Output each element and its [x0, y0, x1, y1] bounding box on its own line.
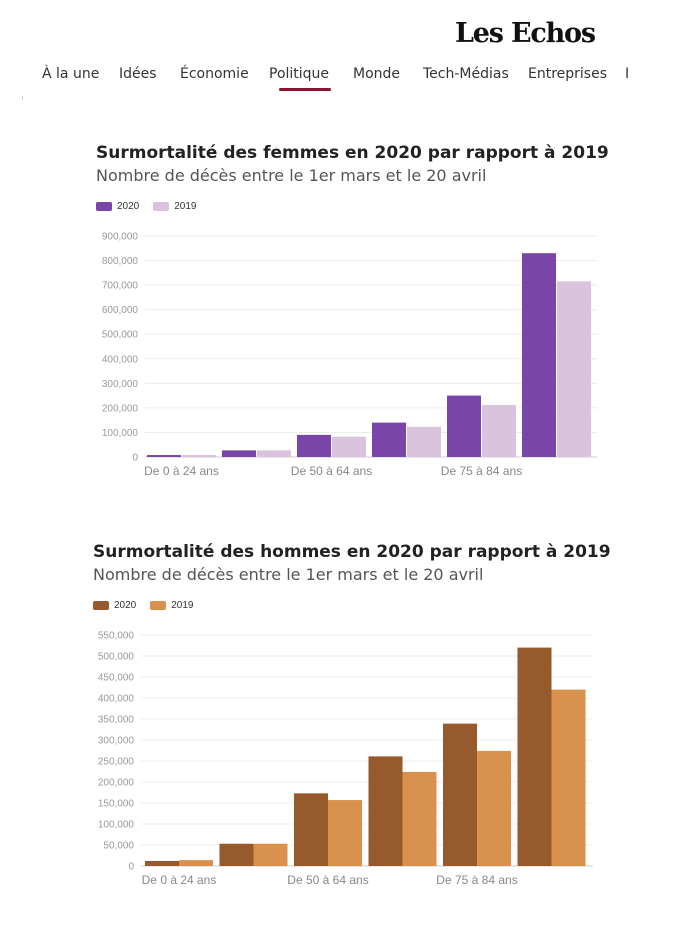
bar-2019: [257, 450, 291, 457]
legend-swatch-2020: [96, 201, 112, 211]
legend-label: 2020: [117, 200, 140, 212]
legend-item-2019[interactable]: 2019: [153, 200, 197, 212]
chart-femmes: Surmortalité des femmes en 2020 par rapp…: [96, 143, 609, 213]
bar-2020: [222, 450, 256, 457]
bar-2019: [407, 426, 441, 457]
chart-subtitle: Nombre de décès entre le 1er mars et le …: [93, 565, 484, 584]
bar-2020: [447, 395, 481, 457]
legend-label: 2019: [174, 200, 197, 212]
nav-divider: [22, 96, 23, 100]
x-tick-label: De 50 à 64 ans: [291, 464, 372, 478]
y-tick-label: 900,000: [102, 232, 139, 243]
bar-2019: [557, 281, 591, 457]
chart-legend: 2020 2019: [93, 598, 611, 612]
x-tick-label: De 75 à 84 ans: [441, 464, 522, 478]
nav-politique[interactable]: Politique: [269, 66, 332, 91]
legend-label: 2020: [114, 599, 137, 611]
y-tick-label: 100,000: [102, 428, 139, 439]
chart-title: Surmortalité des hommes en 2020 par rapp…: [93, 542, 611, 562]
nav-tech-medias[interactable]: Tech-Médias: [423, 66, 509, 82]
y-tick-label: 200,000: [102, 403, 139, 414]
chart-legend: 2020 2019: [96, 199, 609, 213]
legend-swatch-2019: [150, 600, 167, 610]
y-tick-label: 400,000: [102, 354, 139, 365]
y-tick-label: 600,000: [102, 305, 139, 316]
bar-2020: [372, 422, 406, 457]
chart-subtitle: Nombre de décès entre le 1er mars et le …: [96, 166, 487, 185]
legend-item-2019[interactable]: 2019: [150, 599, 194, 611]
bar-2019: [332, 436, 366, 457]
y-tick-label: 0: [132, 453, 138, 464]
nav-truncated-item[interactable]: I: [625, 66, 630, 82]
bar-2020: [522, 253, 556, 457]
bar-2020: [147, 455, 181, 457]
nav-idees[interactable]: Idées: [119, 66, 157, 82]
legend-label: 2019: [171, 599, 194, 611]
nav-economie[interactable]: Économie: [180, 66, 249, 82]
y-tick-label: 500,000: [102, 330, 139, 341]
chart-title: Surmortalité des femmes en 2020 par rapp…: [96, 143, 609, 163]
site-logo[interactable]: Les Echos: [455, 18, 596, 49]
legend-item-2020[interactable]: 2020: [96, 201, 139, 212]
legend-swatch-2020: [93, 600, 109, 610]
nav-monde[interactable]: Monde: [353, 66, 401, 82]
y-tick-label: 800,000: [102, 256, 139, 267]
nav-entreprises[interactable]: Entreprises: [528, 66, 608, 82]
legend-item-2020[interactable]: 2020: [93, 600, 136, 611]
legend-swatch-2019: [153, 201, 170, 211]
nav-a-la-une[interactable]: À la une: [42, 66, 100, 82]
x-tick-label: De 0 à 24 ans: [144, 464, 219, 478]
main-nav: À la une Idées Économie Politique Monde …: [0, 64, 700, 96]
y-tick-label: 300,000: [102, 379, 139, 390]
bar-2019: [482, 404, 516, 457]
bar-2020: [297, 434, 331, 457]
y-tick-label: 700,000: [102, 281, 139, 292]
bar-2019: [182, 455, 216, 457]
chart-hommes: Surmortalité des hommes en 2020 par rapp…: [93, 542, 611, 612]
